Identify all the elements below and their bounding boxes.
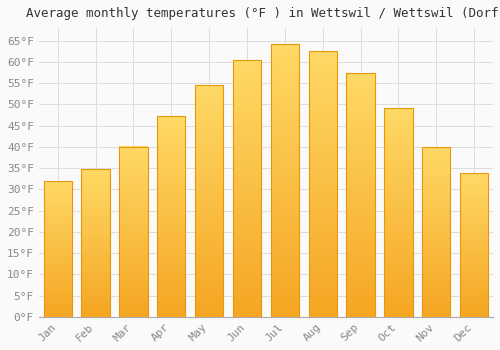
Bar bbox=[384, 108, 412, 317]
Bar bbox=[82, 169, 110, 317]
Bar bbox=[308, 51, 337, 317]
Bar bbox=[195, 85, 224, 317]
Bar bbox=[44, 181, 72, 317]
Bar bbox=[422, 147, 450, 317]
Bar bbox=[346, 74, 375, 317]
Bar bbox=[270, 44, 299, 317]
Bar bbox=[119, 147, 148, 317]
Bar bbox=[157, 116, 186, 317]
Bar bbox=[233, 60, 261, 317]
Bar bbox=[460, 173, 488, 317]
Title: Average monthly temperatures (°F ) in Wettswil / Wettswil (Dorf): Average monthly temperatures (°F ) in We… bbox=[26, 7, 500, 20]
